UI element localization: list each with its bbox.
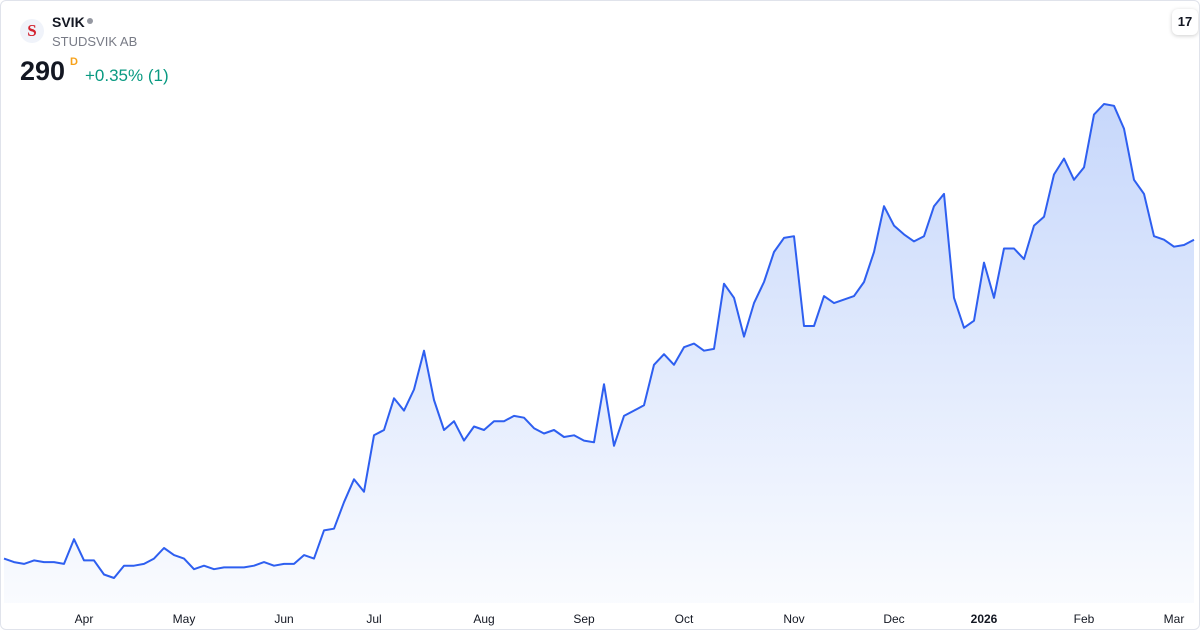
symbol: SVIK <box>52 14 85 30</box>
x-tick-label: 2026 <box>971 612 998 626</box>
x-tick-label: Nov <box>783 612 804 626</box>
x-tick-label: Dec <box>883 612 904 626</box>
x-tick-label: Feb <box>1074 612 1095 626</box>
x-tick-label: Oct <box>675 612 694 626</box>
last-price: 290 <box>20 56 66 86</box>
tradingview-logo[interactable]: 17 <box>1172 9 1198 35</box>
price-change: +0.35% (1) <box>85 66 169 85</box>
x-tick-label: Mar <box>1164 612 1185 626</box>
x-tick-label: May <box>173 612 196 626</box>
interval: D <box>70 56 78 68</box>
x-tick-label: Sep <box>573 612 595 626</box>
x-tick-label: Apr <box>75 612 94 626</box>
price-line <box>3 103 1195 579</box>
x-tick-label: Jun <box>274 612 293 626</box>
status-dot <box>87 18 93 24</box>
logo: S <box>20 19 44 43</box>
company-name: STUDSVIK AB <box>52 34 138 49</box>
x-tick-label: Aug <box>473 612 494 626</box>
x-tick-label: Jul <box>366 612 381 626</box>
area-fill <box>4 104 1194 603</box>
